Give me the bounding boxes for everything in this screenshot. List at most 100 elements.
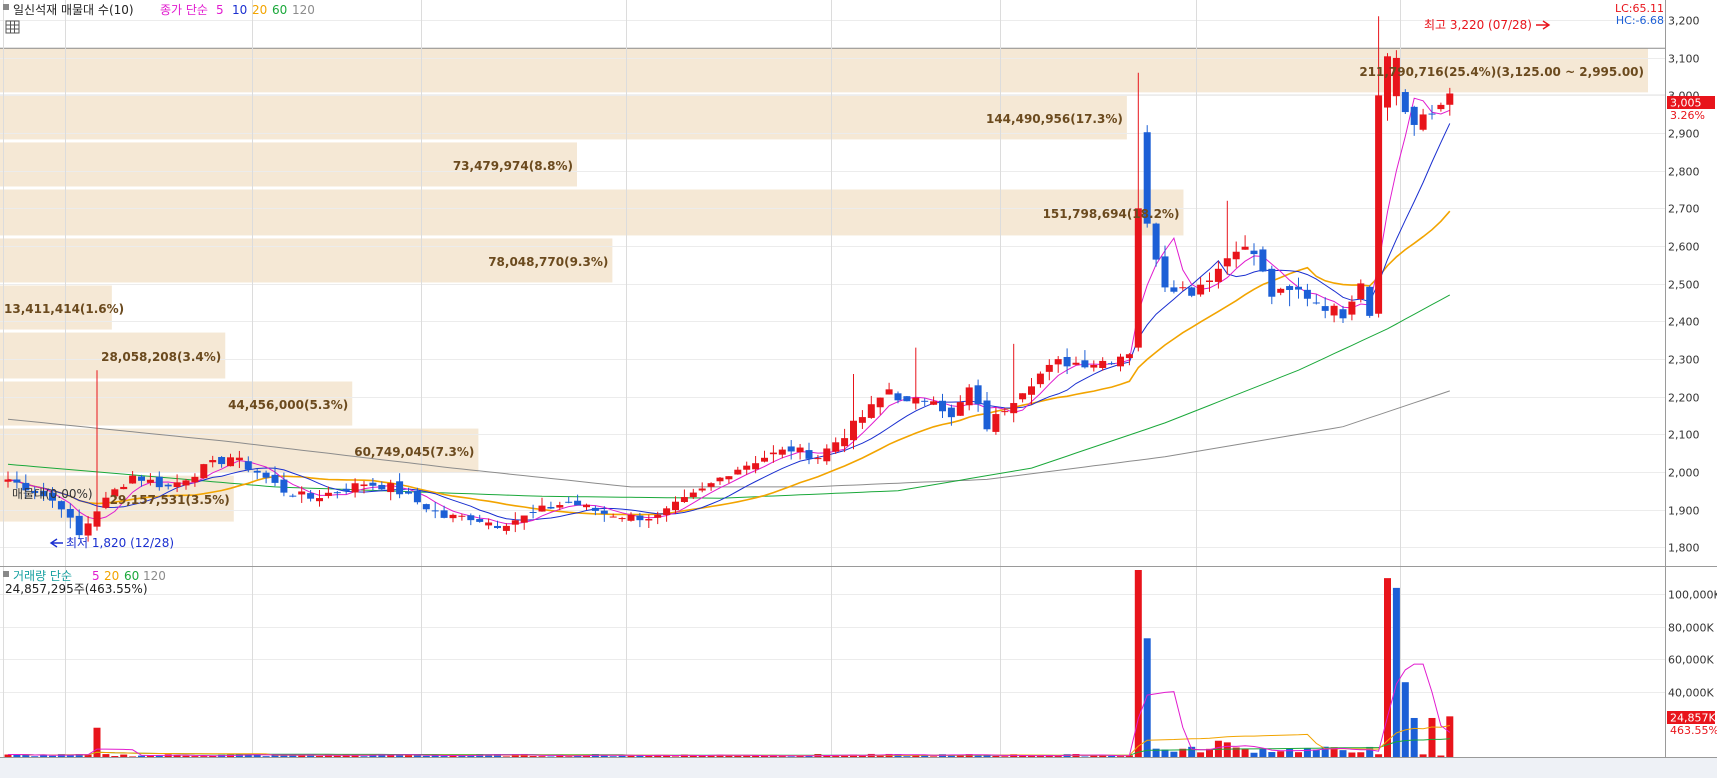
candle-down [1295, 286, 1302, 290]
volume-bar-up [511, 754, 519, 757]
candle-up [1054, 359, 1062, 365]
volume-bar-down [1303, 748, 1311, 757]
candle-down [547, 506, 555, 509]
volume-bar-up [1028, 755, 1035, 757]
volume-bar-up [832, 756, 840, 758]
volume-bar-down [1339, 750, 1347, 757]
table-icon[interactable] [5, 20, 20, 34]
candle-down [342, 488, 350, 492]
candle-up [84, 523, 92, 536]
volume-bar-down [458, 755, 466, 757]
candle-down [138, 476, 145, 481]
candle-up [316, 498, 323, 502]
ma-period-60: 60 [272, 3, 287, 17]
candle-up [1437, 104, 1445, 110]
candle-up [778, 449, 786, 455]
volume-bar-down [155, 755, 163, 757]
volume-bar-up [689, 755, 697, 757]
candle-up [120, 486, 128, 490]
panel-toggle-icon[interactable] [3, 4, 9, 10]
volume-bar-down [431, 755, 439, 757]
volume-bar-up [1357, 752, 1365, 757]
candle-up [930, 401, 938, 405]
volume-toggle-icon[interactable] [3, 571, 9, 577]
candle-down [378, 484, 386, 490]
volume-tick-label: 100,000K [1668, 589, 1717, 602]
ma-period-5: 5 [216, 3, 224, 17]
candle-down [164, 484, 172, 487]
volume-bar-down [974, 755, 982, 757]
volume-bar-up [1437, 755, 1445, 757]
low-arrow-icon [49, 538, 63, 548]
candle-down [31, 490, 39, 493]
volume-bar-up [191, 756, 199, 758]
volume-bar-down [280, 755, 288, 757]
volume-profile-band [0, 48, 1648, 93]
candle-up [209, 460, 217, 463]
volume-bar-down [422, 755, 430, 757]
volume-profile-label: 13,411,414(1.6%) [4, 302, 124, 316]
candle-down [591, 507, 599, 511]
candle-up [850, 420, 857, 441]
volume-bar-down [983, 755, 991, 757]
volume-bar-up [333, 755, 341, 757]
candle-up [1392, 57, 1400, 97]
volume-bar-up [209, 755, 217, 757]
volume-bar-down [609, 756, 617, 758]
y-tick-label: 2,400 [1668, 316, 1700, 329]
volume-bar-up [1036, 756, 1044, 758]
markers: 최고 3,220 (07/28) 최저 1,820 (12/28) 매물대(0.… [12, 18, 1551, 550]
y-tick-label: 3,200 [1668, 15, 1700, 28]
candle-up [1072, 362, 1080, 365]
candle-down [787, 446, 795, 452]
candle-up [191, 476, 199, 483]
candle-up [680, 497, 688, 503]
candle-up [734, 469, 742, 475]
candle-down [1063, 356, 1071, 367]
volume-bar-up [4, 754, 12, 757]
candle-up [663, 508, 671, 516]
y-tick-label: 2,000 [1668, 467, 1700, 480]
candle-up [725, 476, 733, 480]
volume-bar-down [618, 755, 626, 757]
hc-readout: HC:-6.68 [1616, 14, 1664, 27]
candle-down [431, 510, 439, 512]
volume-profile-label: 28,058,208(3.4%) [101, 350, 221, 364]
y-tick-label: 2,300 [1668, 354, 1700, 367]
volume-bar-up [93, 727, 101, 757]
current-band-label: 매물대(0.00%) [12, 487, 93, 501]
volume-bar-down [262, 756, 270, 758]
volume-bar-up [1134, 570, 1142, 757]
y-tick-label: 2,500 [1668, 279, 1700, 292]
volume-profile-band [0, 189, 1184, 236]
candle-up [1446, 93, 1454, 105]
volume-bar-up [1348, 752, 1356, 757]
volume-bar-down [787, 756, 795, 758]
candle-down [440, 510, 448, 518]
candle-down [600, 510, 608, 514]
volume-bar-up [1197, 752, 1205, 757]
candle-down [1366, 286, 1374, 316]
volume-profile-label: 60,749,045(7.3%) [354, 445, 474, 459]
volume-bar-down [1268, 752, 1276, 757]
candle-down [636, 515, 644, 521]
volume-profile-band [0, 142, 577, 187]
candle-down [75, 515, 83, 536]
candle-up [832, 442, 840, 452]
volume-bar-up [502, 756, 510, 758]
volume-bar-up [1428, 717, 1436, 757]
volume-bar-up [1223, 742, 1231, 757]
volume-bar-up [930, 756, 938, 758]
candle-up [965, 387, 973, 406]
y-tick-label: 1,900 [1668, 505, 1700, 518]
candle-down [1303, 289, 1311, 299]
candle-up [645, 519, 653, 521]
volume-bar-down [413, 754, 421, 757]
candle-down [939, 400, 946, 412]
y-tick-label: 2,800 [1668, 166, 1700, 179]
volume-bar-down [467, 755, 475, 757]
candle-up [992, 414, 1000, 432]
candle-up [1125, 354, 1133, 359]
volume-bar-down [1250, 752, 1258, 757]
